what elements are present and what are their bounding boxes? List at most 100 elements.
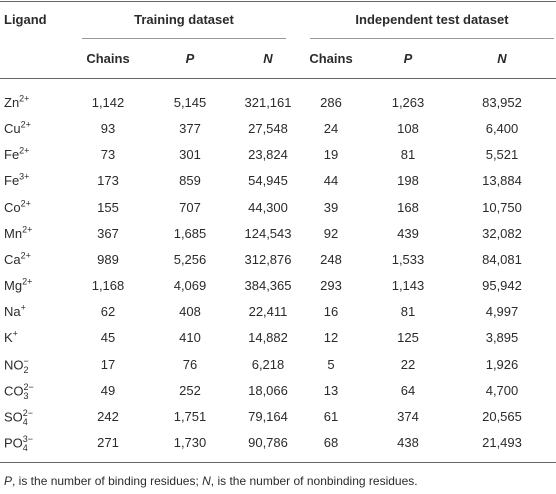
ligand-base: Zn	[4, 95, 20, 110]
cell: 5,145	[173, 95, 207, 110]
ligand-sup: 2+	[22, 224, 33, 235]
ligand: Mn2+	[4, 224, 33, 242]
cell: 1,533	[391, 251, 425, 267]
ligand-base: Mn	[4, 225, 23, 241]
cell: 384,365	[244, 278, 292, 294]
ligand: Mg2+	[4, 276, 33, 294]
cell: 81	[400, 304, 416, 320]
cell: 12	[323, 330, 339, 346]
rule	[0, 462, 556, 463]
cell: 252	[179, 382, 201, 398]
ion-script: −2	[23, 355, 29, 375]
ligand-base: CO	[4, 383, 24, 399]
ligand: Cu2+	[4, 119, 31, 137]
ligand: Fe3+	[4, 173, 29, 189]
column-header: P	[185, 51, 195, 66]
cell: 16	[323, 304, 339, 320]
cell: 707	[179, 199, 201, 215]
cell: 5,256	[173, 251, 207, 267]
cell: 125	[397, 330, 419, 346]
cell: 1,730	[173, 434, 207, 450]
ligand-base: SO	[4, 409, 23, 425]
column-header: Chains	[309, 51, 353, 66]
cell: 859	[179, 173, 201, 189]
cell: 410	[179, 330, 201, 346]
cell: 44,300	[248, 199, 288, 215]
ligand-sub: 4	[22, 442, 28, 453]
ligand-base: Fe	[4, 173, 20, 189]
cell: 5,521	[485, 147, 519, 163]
cell: 84,081	[482, 251, 522, 267]
group-header: Training dataset	[134, 12, 234, 27]
cell: 79,164	[248, 408, 288, 424]
cell: 374	[397, 408, 419, 424]
ligand-sup: 2+	[22, 276, 33, 287]
cell: 242	[97, 408, 119, 424]
ligand-base: Fe	[4, 147, 20, 163]
ion-script: 3− 4	[22, 434, 33, 453]
ion-script: 2− 3	[23, 381, 34, 401]
cell: 312,876	[244, 251, 292, 267]
column-header: N	[497, 51, 507, 66]
cell: 73	[100, 147, 116, 163]
ligand-base: NO	[4, 356, 24, 372]
cell: 438	[397, 434, 419, 450]
ligand: Zn2+	[4, 94, 29, 111]
cell: 13	[323, 382, 339, 398]
cell: 1,926	[485, 356, 519, 372]
ligand-base: Mg	[4, 278, 23, 294]
footnote-part: N	[202, 474, 211, 488]
cell: 155	[97, 199, 119, 215]
ligand-sup: −	[23, 355, 29, 366]
cell: 68	[323, 434, 339, 450]
cell: 173	[97, 173, 119, 189]
cell: 1,685	[173, 225, 207, 241]
cell: 18,066	[248, 382, 288, 398]
cell: 4,069	[173, 278, 207, 294]
ligand-sup: 2+	[20, 198, 31, 209]
cell: 54,945	[248, 173, 288, 189]
cell: 1,143	[391, 278, 425, 294]
cell: 32,082	[482, 225, 522, 241]
cell: 321,161	[244, 95, 292, 110]
cell: 22,411	[248, 304, 288, 320]
cell: 10,750	[482, 199, 522, 215]
cell: 92	[323, 225, 339, 241]
cell: 64	[400, 382, 416, 398]
cell: 62	[100, 304, 116, 320]
column-header: Chains	[86, 51, 130, 66]
ligand-sup: 2−	[23, 381, 34, 392]
cell: 20,565	[482, 408, 522, 424]
cell: 1,168	[91, 278, 125, 294]
cell: 6,218	[251, 356, 285, 372]
cell: 21,493	[482, 434, 522, 450]
ligand-base: K	[4, 330, 13, 346]
ligand: K+	[4, 330, 18, 346]
cell: 168	[397, 199, 419, 215]
cell: 81	[400, 147, 416, 163]
ligand: Na+	[4, 302, 26, 320]
cell: 13,884	[482, 173, 522, 189]
ligand-base: Cu	[4, 121, 21, 137]
ion-script: 2− 4	[22, 408, 33, 427]
ligand-sub: 4	[22, 416, 28, 427]
cell: 76	[182, 356, 198, 372]
ligand-base: Ca	[4, 251, 21, 267]
ligand: Fe2+	[4, 146, 29, 163]
cell: 271	[97, 434, 119, 450]
ligand: NO −2	[4, 355, 29, 375]
cell: 45	[100, 330, 116, 346]
ligand-sup: +	[20, 302, 26, 313]
cell: 293	[320, 278, 342, 294]
cell: 49	[100, 382, 116, 398]
ligand-sub: 3	[23, 390, 29, 401]
cell: 24	[323, 121, 339, 137]
rule	[0, 78, 556, 79]
ligand-sup: 2+	[20, 119, 31, 130]
cell: 22	[400, 356, 416, 372]
cell: 6,400	[485, 121, 519, 137]
rule	[310, 38, 554, 39]
footnote: P, is the number of binding residues; N,…	[4, 474, 418, 488]
ligand-sub: 2	[23, 364, 29, 375]
